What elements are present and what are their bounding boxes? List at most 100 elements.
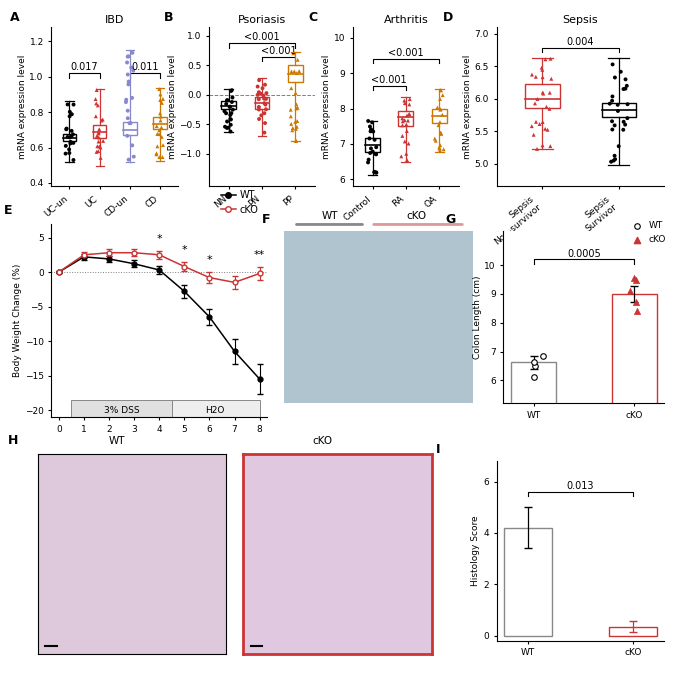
Point [253,75,264,85]
Point [156,98,167,108]
Point [620,83,631,94]
Point [66,108,77,119]
Text: 0.004: 0.004 [566,37,595,47]
Point [434,94,445,104]
Point [294,66,305,77]
Point [259,108,270,119]
Point [60,148,71,159]
Point [625,285,636,296]
Point [527,69,538,80]
Point [155,95,166,106]
Point [158,140,169,151]
Y-axis label: mRNA expression level: mRNA expression level [463,55,472,159]
Point [152,129,163,140]
Point [537,72,548,83]
Point [607,124,618,135]
Point [434,145,445,156]
Point [290,123,301,134]
Point [253,102,264,113]
Point [62,99,73,110]
Point [94,141,105,152]
Point [123,113,134,123]
Title: Sepsis: Sepsis [562,15,599,25]
Point [290,136,301,146]
Point [225,126,236,137]
Point [537,64,548,75]
Point [121,57,132,68]
Point [438,144,449,155]
Point [369,134,380,145]
Point [364,148,375,159]
Point [252,89,263,100]
Point [397,116,408,127]
Point [371,142,382,153]
Text: WT: WT [108,436,125,446]
Point [253,87,264,98]
Point [255,88,266,99]
Point [370,148,381,159]
Point [546,73,557,84]
Point [92,146,103,157]
Point [227,96,238,107]
Point [435,140,446,151]
Y-axis label: mRNA expression level: mRNA expression level [322,55,331,159]
Point [399,115,410,125]
Point [435,104,446,115]
Point [622,99,633,110]
Y-axis label: Histology Score: Histology Score [471,515,480,586]
Point [528,129,539,140]
Point [612,100,623,111]
Point [68,155,79,165]
Point [397,120,408,131]
Point [68,129,79,140]
Point [151,149,162,160]
Point [222,116,233,127]
Point [91,146,102,157]
Bar [71,400,172,417]
Point [66,125,77,136]
Text: <0.001: <0.001 [244,33,280,43]
Point [155,89,166,100]
Point [290,136,301,146]
Point [153,83,164,94]
Point [227,92,238,103]
Point [630,274,641,285]
Point [155,111,166,122]
Point [95,142,106,153]
Point [621,81,632,92]
Point [91,85,102,96]
Point [126,62,137,73]
Point [291,68,302,79]
Point [404,108,415,119]
Point [128,65,139,76]
Point [397,130,408,141]
Point [365,126,376,137]
Point [435,85,446,96]
Point [92,141,103,152]
Point [156,132,167,142]
Point [127,47,138,58]
Point [618,117,629,127]
Point [221,108,232,119]
Point [436,128,447,139]
Point [92,131,103,142]
Point [401,148,412,159]
Point [97,114,108,125]
Point [607,59,618,70]
Point [429,133,440,144]
Y-axis label: mRNA expression level: mRNA expression level [18,55,27,159]
Text: H2O: H2O [205,406,224,415]
Point [225,114,236,125]
Point [153,152,164,163]
Text: 0.011: 0.011 [131,62,159,73]
Text: F: F [262,213,270,226]
Point [128,151,139,162]
Text: **: ** [254,250,265,260]
Y-axis label: Body Weight Change (%): Body Weight Change (%) [13,264,22,377]
Point [292,102,303,113]
Text: B: B [164,12,174,24]
Point [371,167,382,178]
Point [292,54,303,65]
Point [68,99,79,110]
Point [610,72,621,83]
